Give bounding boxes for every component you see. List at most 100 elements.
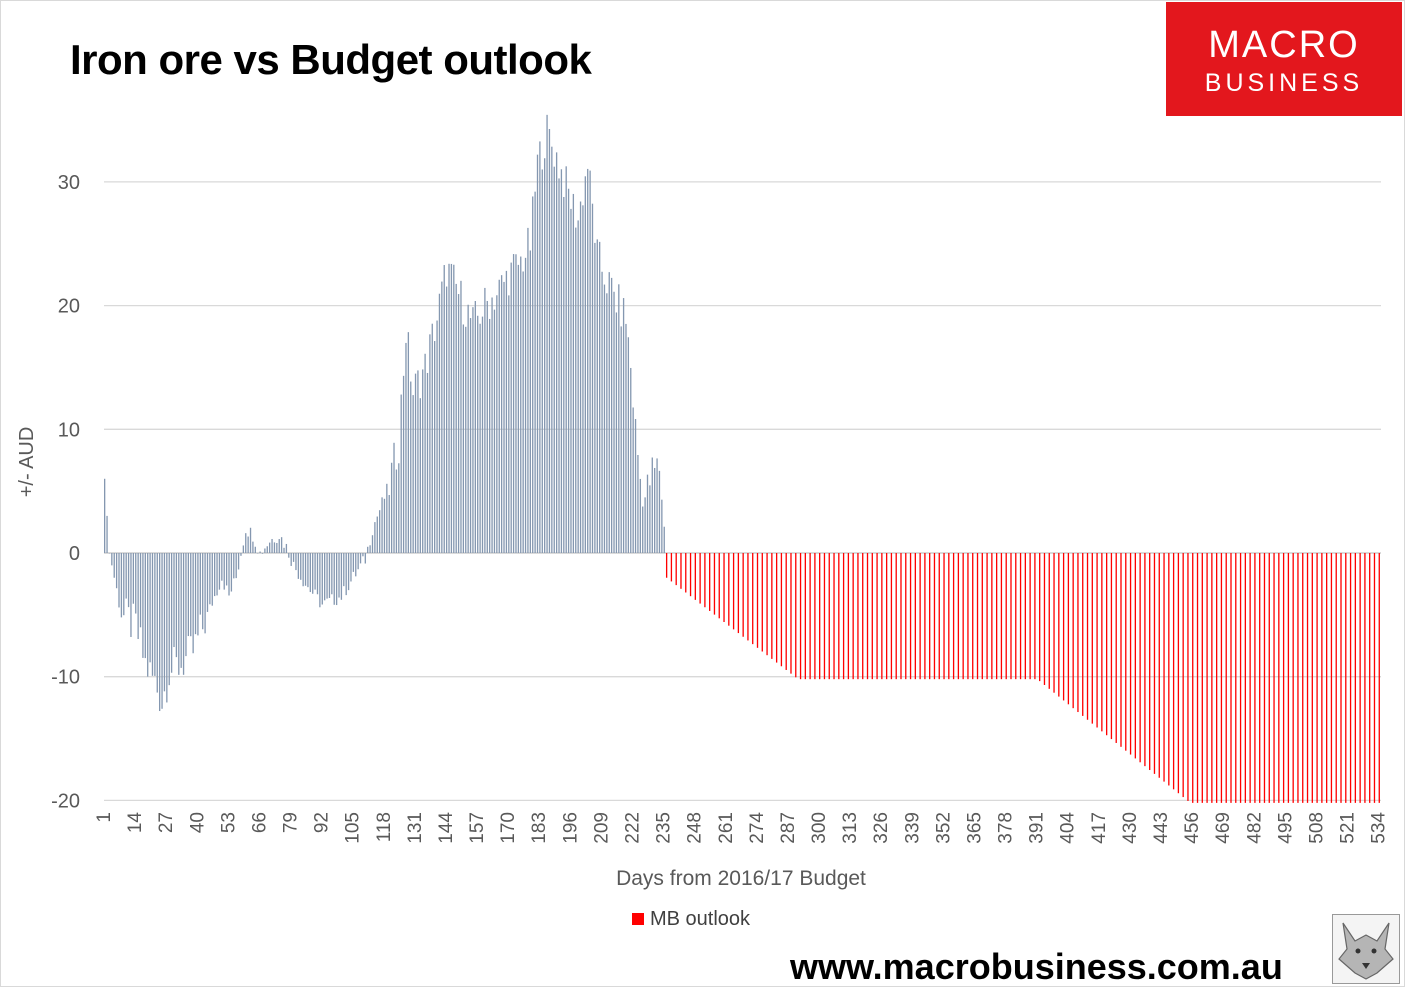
website-url[interactable]: www.macrobusiness.com.au <box>790 946 1283 987</box>
bar <box>247 536 249 553</box>
bar <box>1321 553 1323 803</box>
bar <box>986 553 988 680</box>
bar <box>962 553 964 680</box>
bar <box>147 553 149 677</box>
bar <box>300 553 302 580</box>
bar <box>1172 553 1175 790</box>
bar <box>225 553 228 586</box>
bar <box>1144 553 1146 767</box>
macrobusiness-logo[interactable]: MACRO BUSINESS <box>1166 2 1402 116</box>
bar <box>245 533 247 553</box>
bar <box>933 553 936 680</box>
bar <box>173 553 175 648</box>
bar <box>264 548 266 553</box>
bar <box>252 541 254 553</box>
bar <box>589 170 591 553</box>
bar <box>1220 553 1223 803</box>
bar <box>909 553 912 680</box>
bar <box>1292 553 1294 803</box>
y-tick-label: 0 <box>69 543 80 565</box>
bar <box>347 553 350 591</box>
x-tick-label: 92 <box>312 812 333 833</box>
bar <box>383 498 386 553</box>
x-tick-label: 222 <box>622 812 643 844</box>
bar <box>151 553 154 676</box>
bar <box>579 201 582 553</box>
bar <box>292 553 295 562</box>
bar <box>1149 553 1151 771</box>
bar <box>1297 553 1299 803</box>
bar <box>1268 553 1270 803</box>
bar <box>654 467 656 553</box>
x-tick-label: 170 <box>498 812 519 844</box>
bar <box>1259 553 1261 803</box>
bar <box>237 553 240 570</box>
x-tick-label: 40 <box>187 812 208 833</box>
x-tick-label: 456 <box>1182 812 1203 844</box>
bar <box>474 301 476 553</box>
bar <box>1129 553 1132 755</box>
bar <box>847 553 850 680</box>
bar <box>957 553 960 680</box>
bar <box>1354 553 1357 803</box>
bar <box>479 323 481 553</box>
bar <box>546 114 548 554</box>
bar <box>515 254 517 554</box>
bar <box>297 553 300 579</box>
bar <box>503 281 505 553</box>
bar <box>1000 553 1003 680</box>
bar <box>364 553 366 564</box>
x-tick-label: 27 <box>156 812 177 833</box>
bar <box>1345 553 1347 803</box>
legend-swatch-mb-outlook <box>632 913 644 925</box>
bar <box>393 442 395 553</box>
x-tick-label: 209 <box>591 812 612 844</box>
bar <box>838 553 840 680</box>
bar <box>120 553 123 618</box>
bar <box>534 191 536 553</box>
bar <box>555 152 558 554</box>
bar <box>905 553 907 680</box>
bar <box>737 553 740 634</box>
bar <box>1158 553 1160 778</box>
bar <box>1273 553 1275 803</box>
bar <box>804 553 806 680</box>
bar <box>594 242 596 553</box>
bar <box>1086 553 1089 720</box>
bar <box>469 318 472 553</box>
bar <box>436 320 438 553</box>
bar <box>1340 553 1342 803</box>
bar <box>1182 553 1184 798</box>
bar <box>168 553 170 686</box>
bar <box>233 553 235 579</box>
bar <box>1024 553 1026 680</box>
x-tick-label: 157 <box>467 812 488 844</box>
bar <box>340 553 343 600</box>
x-tick-label: 391 <box>1027 812 1048 844</box>
bar <box>510 262 512 553</box>
bar <box>508 295 510 553</box>
bar <box>276 542 278 553</box>
bar <box>620 326 622 553</box>
bar <box>496 295 498 553</box>
bar <box>127 553 130 608</box>
bar <box>651 457 653 553</box>
bar <box>1163 553 1165 782</box>
bar <box>563 196 565 553</box>
bar <box>1043 553 1046 685</box>
bar <box>823 553 826 680</box>
bar <box>1225 553 1227 803</box>
bar <box>553 166 555 553</box>
bar <box>1378 553 1380 803</box>
bar <box>1058 553 1060 697</box>
bar <box>441 281 443 553</box>
x-tick-label: 248 <box>685 812 706 844</box>
bar <box>108 553 111 554</box>
bar <box>618 284 620 553</box>
bar <box>443 265 445 553</box>
x-tick-label: 14 <box>125 812 146 834</box>
bar <box>646 474 649 553</box>
bar <box>1029 553 1031 680</box>
x-axis-label: Days from 2016/17 Budget <box>616 867 866 890</box>
